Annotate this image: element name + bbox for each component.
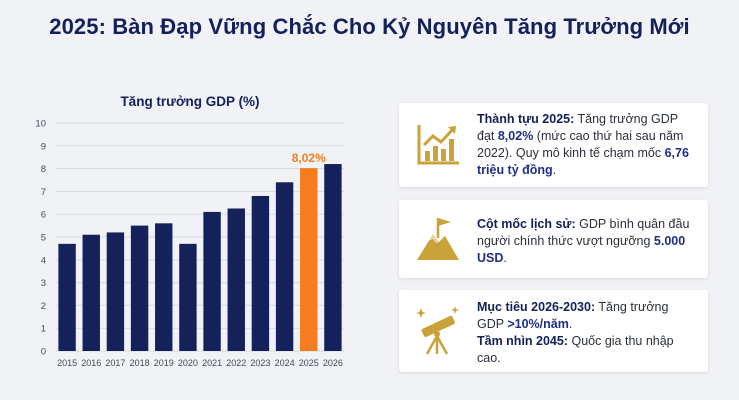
bar-2015 — [58, 243, 76, 351]
x-tick-label: 2024 — [275, 358, 295, 368]
y-tick-label: 1 — [41, 324, 46, 335]
bar-2025 — [300, 168, 318, 351]
achievement-text: Thành tựu 2025: Tăng trưởng GDP đạt 8,02… — [477, 112, 689, 177]
milestone-card: Cột mốc lịch sử: GDP bình quân đầu người… — [399, 200, 708, 278]
x-tick-label: 2025 — [299, 358, 319, 368]
x-tick-label: 2026 — [323, 358, 343, 368]
y-tick-label: 5 — [41, 233, 46, 244]
x-tick-label: 2020 — [178, 358, 198, 368]
chart-title: Tăng trưởng GDP (%) — [120, 94, 259, 109]
bar-2017 — [106, 232, 125, 351]
bar-2021 — [203, 211, 221, 351]
y-tick-label: 2 — [41, 301, 46, 312]
y-tick-label: 7 — [41, 187, 46, 198]
y-tick-label: 10 — [35, 119, 46, 130]
x-tick-label: 2019 — [154, 358, 174, 368]
x-tick-label: 2015 — [57, 358, 77, 368]
telescope-icon — [416, 306, 459, 355]
y-tick-label: 8 — [41, 164, 46, 175]
bar-2019 — [155, 223, 173, 351]
y-tick-label: 0 — [41, 347, 46, 358]
x-tick-label: 2018 — [130, 358, 150, 368]
achievement-card: Thành tựu 2025: Tăng trưởng GDP đạt 8,02… — [399, 103, 708, 187]
x-tick-label: 2017 — [105, 358, 125, 368]
vision-card: Mục tiêu 2026-2030: Tăng trưởng GDP >10%… — [399, 290, 708, 372]
x-tick-label: 2022 — [226, 358, 246, 368]
x-tick-label: 2023 — [250, 358, 270, 368]
bar-2024 — [275, 182, 294, 351]
x-tick-label: 2016 — [81, 358, 101, 368]
page-title: 2025: Bàn Đạp Vững Chắc Cho Kỷ Nguyên Tă… — [49, 14, 690, 39]
mountain-flag-icon — [417, 218, 459, 260]
bar-2016 — [82, 234, 100, 351]
bar-2020 — [179, 243, 197, 351]
y-tick-label: 9 — [41, 141, 46, 152]
y-tick-label: 6 — [41, 210, 46, 221]
bar-2018 — [130, 225, 149, 351]
highlight-data-label: 8,02% — [292, 151, 326, 165]
y-tick-label: 3 — [41, 278, 46, 289]
growth-chart-icon — [417, 125, 459, 165]
bar-2022 — [227, 208, 245, 351]
milestone-text: Cột mốc lịch sử: GDP bình quân đầu người… — [477, 217, 690, 265]
bar-2026 — [324, 164, 342, 351]
vision-text: Mục tiêu 2026-2030: Tăng trưởng GDP >10%… — [477, 300, 674, 365]
gdp-bar-chart: Tăng trưởng GDP (%) 0 1 2 3 4 5 6 7 8 9 10 2015 201… — [35, 94, 345, 368]
x-tick-label: 2021 — [202, 358, 222, 368]
bar-2023 — [251, 195, 270, 351]
y-tick-label: 4 — [41, 255, 46, 266]
